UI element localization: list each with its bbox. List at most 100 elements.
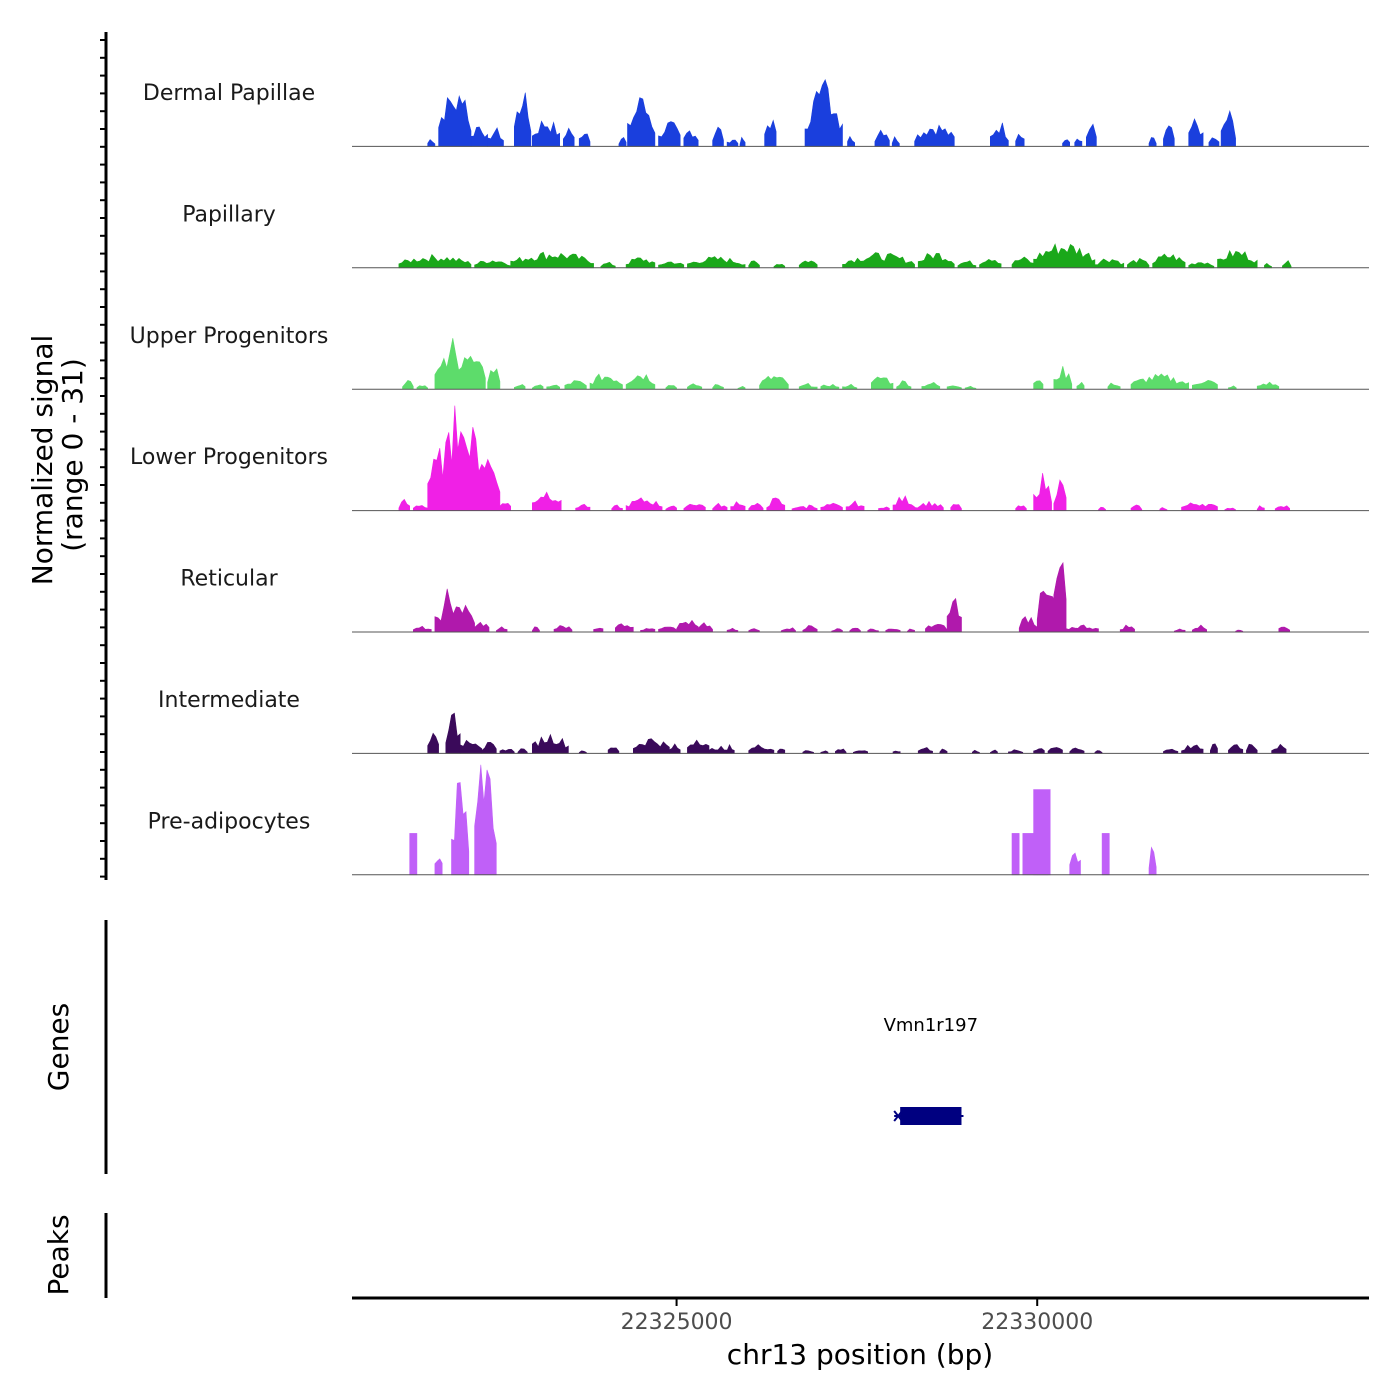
signal-peak (712, 502, 728, 511)
signal-peak (611, 504, 623, 511)
track-pre-adipocytes: Pre-adipocytes (148, 764, 1369, 876)
signal-peak (870, 376, 894, 390)
signal-peak (917, 253, 955, 269)
y-axis-title: Normalized signal (26, 335, 59, 586)
signal-peak (726, 139, 739, 147)
signal-peak (687, 383, 703, 390)
signal-peak (1008, 749, 1024, 754)
signal-peak (820, 502, 843, 511)
signal-peak (618, 137, 627, 147)
signal-peak (687, 739, 710, 754)
signal-peak (1188, 262, 1215, 269)
track-label: Upper Progenitors (130, 324, 329, 349)
signal-peak (546, 384, 561, 390)
signal-peak (1098, 506, 1106, 511)
signal-peak (445, 712, 461, 754)
signal-peak (1181, 744, 1204, 754)
signal-peak (834, 748, 847, 754)
signal-peak (1192, 379, 1218, 390)
signal-peak (499, 748, 515, 754)
signal-peak (892, 495, 915, 511)
signal-peak (1188, 118, 1204, 147)
signal-peak (1053, 479, 1067, 511)
signal-peak (427, 139, 436, 147)
signal-peak (600, 261, 616, 269)
signal-peak (665, 505, 677, 511)
signal-peak (739, 136, 746, 147)
signal-peak (669, 743, 681, 754)
signal-peak (1181, 502, 1218, 511)
track-label: Dermal Papillae (143, 81, 315, 106)
signal-peak (531, 491, 562, 511)
signal-peak (697, 622, 713, 633)
signal-peak (409, 833, 418, 876)
signal-peak (683, 130, 699, 147)
signal-peak (726, 627, 739, 633)
x-tick-label: 22325000 (621, 1310, 733, 1335)
signal-peak (1217, 249, 1258, 269)
signal-peak (499, 502, 512, 511)
signal-peak (434, 858, 443, 876)
signal-peak (730, 501, 746, 511)
signal-peak (1148, 846, 1157, 876)
track-papillary: Papillary (182, 202, 1369, 269)
signal-peak (842, 383, 858, 390)
signal-peak (589, 373, 623, 390)
signal-peak (625, 374, 656, 390)
signal-peak (427, 732, 439, 754)
signal-peak (1278, 626, 1290, 633)
signal-peak (1228, 744, 1244, 754)
signal-peak (1015, 505, 1027, 511)
genes-panel-label: Genes (42, 1003, 75, 1091)
signal-peak (806, 504, 818, 511)
track-label: Lower Progenitors (130, 445, 328, 470)
signal-peak (625, 497, 663, 511)
signal-peak (1127, 257, 1150, 269)
signal-peak (564, 380, 587, 390)
signal-peak (658, 121, 681, 147)
signal-peak (434, 338, 486, 390)
signal-peak (1274, 505, 1290, 511)
signal-peak (531, 733, 569, 754)
track-upper-progenitors: Upper Progenitors (130, 324, 1369, 390)
signal-peak (1208, 137, 1220, 147)
signal-peak (1101, 833, 1110, 876)
signal-peak (708, 745, 728, 754)
signal-peak (531, 626, 540, 633)
signal-peak (1036, 848, 1049, 876)
signal-peak (946, 597, 962, 633)
signal-peak (487, 127, 504, 147)
signal-peak (412, 505, 429, 511)
track-lower-progenitors: Lower Progenitors (130, 405, 1369, 512)
signal-peak (451, 782, 470, 876)
signal-peak (896, 380, 912, 390)
signal-peak (398, 498, 411, 511)
signal-peak (687, 256, 746, 269)
signal-peak (625, 257, 656, 269)
signal-peak (553, 625, 573, 633)
signal-peak (712, 384, 724, 390)
signal-peak (874, 129, 890, 147)
signal-peak (1148, 137, 1157, 147)
signal-peak (438, 95, 472, 147)
signal-peak (914, 124, 955, 147)
signal-peak (914, 500, 944, 511)
signal-peak (531, 120, 561, 147)
signal-tracks: Dermal Papillae Papillary Upper Progenitor… (130, 79, 1369, 876)
signal-peak (1015, 133, 1025, 147)
signal-peak (798, 260, 818, 269)
signal-peak (495, 626, 508, 633)
y-axis-range: (range 0 - 31) (56, 358, 89, 552)
signal-peak (1074, 138, 1083, 147)
signal-peak (925, 623, 948, 633)
signal-peak (1062, 139, 1070, 147)
track-label: Reticular (180, 567, 278, 592)
signal-peak (575, 503, 591, 511)
signal-peak (632, 738, 670, 754)
track-label: Papillary (182, 202, 276, 227)
signal-peak (748, 744, 775, 754)
signal-peak (1011, 256, 1034, 269)
signal-peak (957, 260, 977, 269)
signal-peak (1119, 624, 1135, 633)
signal-peak (487, 368, 501, 390)
